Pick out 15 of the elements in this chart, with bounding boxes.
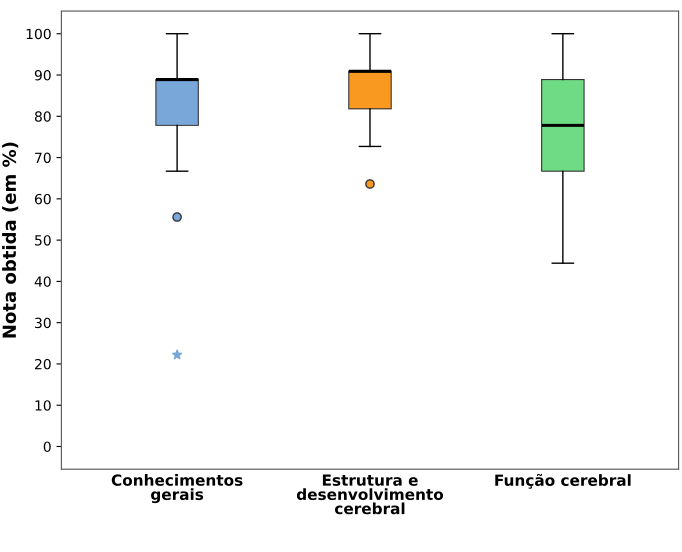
y-tick-label: 60 <box>34 194 51 204</box>
y-tick-label: 20 <box>35 358 51 370</box>
y-tick-label: 80 <box>34 111 51 122</box>
y-tick-label: 30 <box>35 318 51 328</box>
y-tick-label: 0 <box>44 441 51 452</box>
x-tick-label: Função cerebral <box>495 474 631 489</box>
y-tick-label: 90 <box>34 70 51 80</box>
y-tick-label: 100 <box>26 28 51 40</box>
y-tick-label: 70 <box>35 152 51 164</box>
y-tick-label: 10 <box>36 400 51 411</box>
x-tick-label: Estrutura e desenvolvimento cerebral <box>296 474 444 514</box>
y-axis-title: Nota obtida (em %) <box>2 142 18 338</box>
y-tick-label: 50 <box>35 235 51 246</box>
y-tick-label: 40 <box>34 276 51 287</box>
x-tick-label: Conhecimentos gerais <box>112 474 242 504</box>
